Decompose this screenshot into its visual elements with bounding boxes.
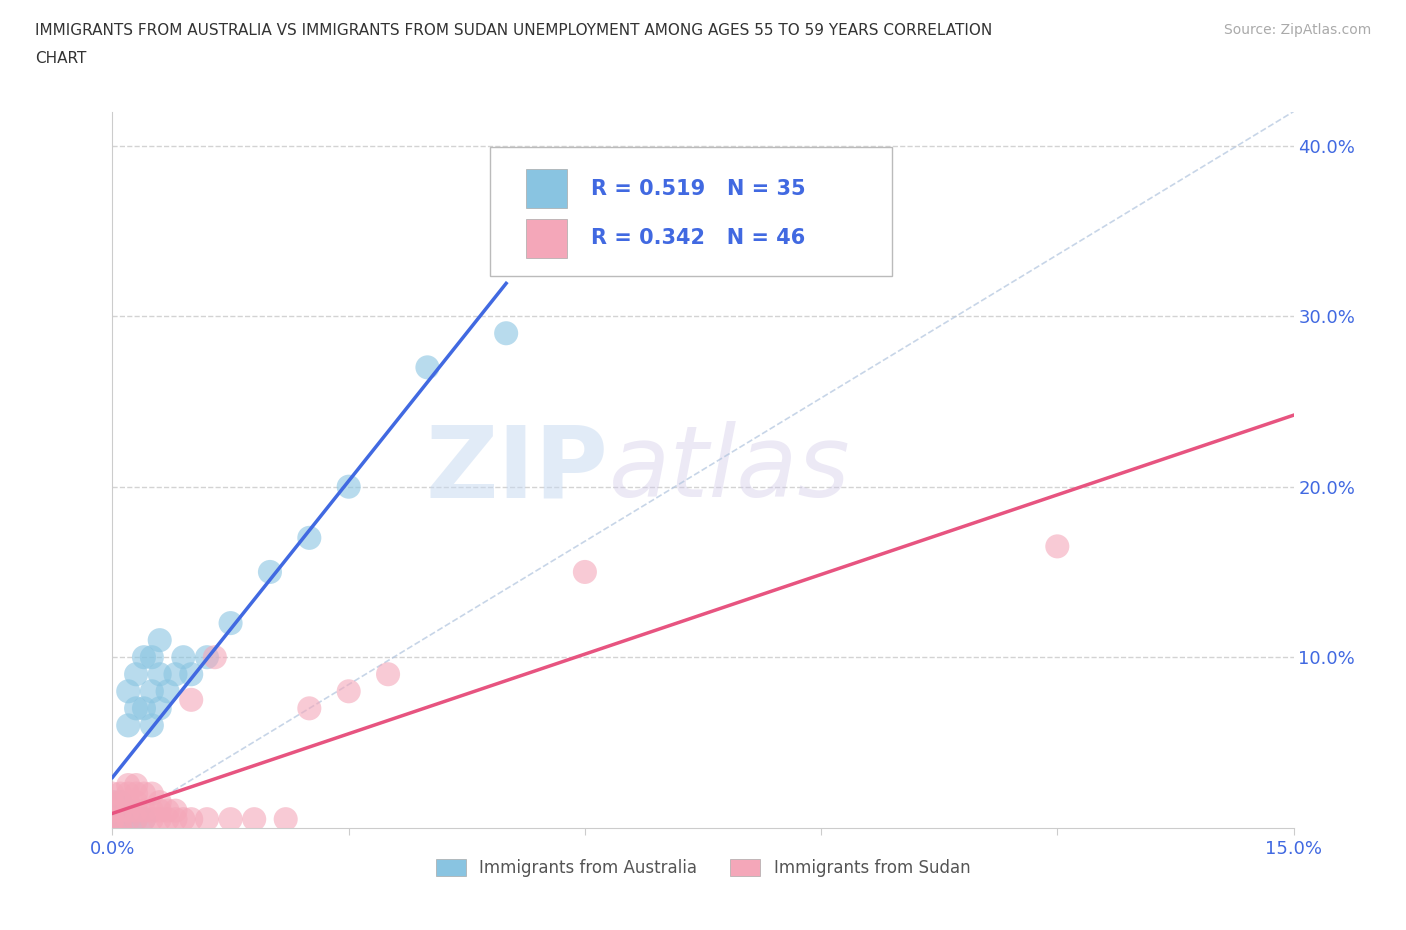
Point [117,804,139,818]
Point [110,786,132,801]
Point [574,565,596,579]
Text: CHART: CHART [35,51,87,66]
Text: R = 0.519   N = 35: R = 0.519 N = 35 [591,179,806,199]
Point [132,812,155,827]
Point [149,794,172,809]
Point [117,794,139,809]
Point [110,794,132,809]
Point [132,804,155,818]
Text: Source: ZipAtlas.com: Source: ZipAtlas.com [1223,23,1371,37]
Point [132,812,155,827]
Legend: Immigrants from Australia, Immigrants from Sudan: Immigrants from Australia, Immigrants fr… [429,852,977,883]
Point [274,812,297,827]
Point [125,812,148,827]
Point [165,812,187,827]
Point [125,794,148,809]
Point [101,786,124,801]
Point [149,804,172,818]
Point [101,804,124,818]
Point [101,794,124,809]
Point [416,360,439,375]
Text: R = 0.342   N = 46: R = 0.342 N = 46 [591,229,806,248]
Point [117,786,139,801]
Point [117,777,139,792]
Point [204,650,226,665]
Point [117,812,139,827]
Point [141,812,163,827]
Point [110,820,132,835]
Point [125,701,148,716]
Point [156,804,179,818]
Point [101,804,124,818]
Point [101,820,124,835]
Point [110,804,132,818]
Point [101,812,124,827]
Point [377,667,399,682]
Point [1046,539,1069,554]
Point [132,786,155,801]
Point [110,804,132,818]
Point [141,718,163,733]
Point [101,794,124,809]
Point [125,812,148,827]
Point [298,701,321,716]
Point [117,718,139,733]
Point [337,684,360,698]
Point [172,812,194,827]
Point [101,812,124,827]
Point [298,530,321,545]
Point [156,684,179,698]
Point [101,820,124,835]
Point [149,632,172,647]
Point [243,812,266,827]
Point [132,650,155,665]
Text: ZIP: ZIP [426,421,609,518]
Point [110,812,132,827]
Point [149,701,172,716]
Point [117,812,139,827]
Point [180,667,202,682]
Point [117,804,139,818]
Point [110,820,132,835]
FancyBboxPatch shape [526,219,567,259]
FancyBboxPatch shape [491,148,891,276]
Point [165,804,187,818]
Point [156,812,179,827]
Point [149,667,172,682]
Point [149,812,172,827]
Point [132,701,155,716]
Text: atlas: atlas [609,421,851,518]
Point [110,794,132,809]
Point [141,804,163,818]
Point [125,667,148,682]
Point [259,565,281,579]
Point [219,812,242,827]
Point [141,786,163,801]
Point [117,684,139,698]
Point [180,692,202,708]
Point [125,786,148,801]
Point [172,650,194,665]
Point [495,326,517,340]
Point [219,616,242,631]
Point [337,479,360,494]
Point [141,684,163,698]
Point [125,777,148,792]
Point [141,650,163,665]
FancyBboxPatch shape [526,169,567,208]
Point [195,812,218,827]
Point [125,804,148,818]
Point [165,667,187,682]
Text: IMMIGRANTS FROM AUSTRALIA VS IMMIGRANTS FROM SUDAN UNEMPLOYMENT AMONG AGES 55 TO: IMMIGRANTS FROM AUSTRALIA VS IMMIGRANTS … [35,23,993,38]
Point [180,812,202,827]
Point [195,650,218,665]
Point [110,812,132,827]
